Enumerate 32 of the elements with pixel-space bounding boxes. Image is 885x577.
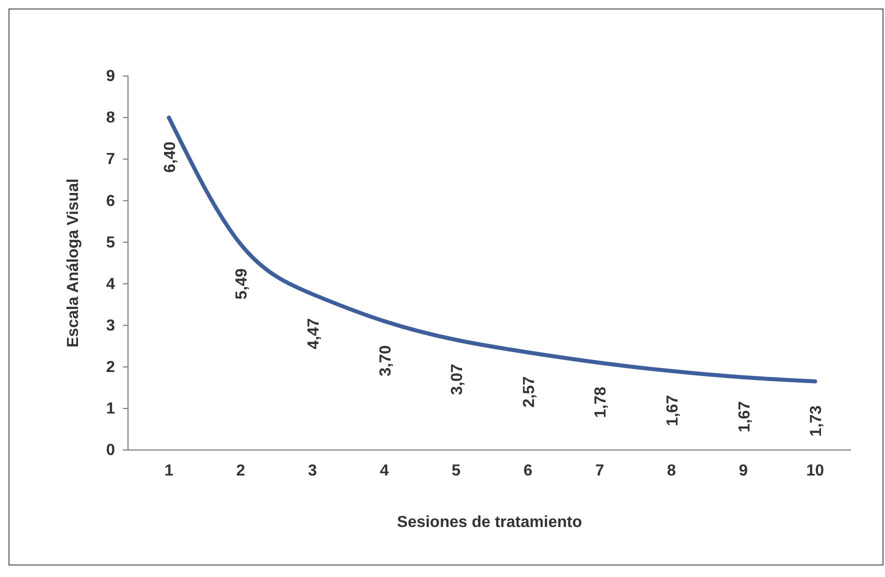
annotation: 3,07	[449, 364, 466, 396]
y-tick-label: 3	[106, 317, 116, 334]
y-axis-title: Escala Análoga Visual	[65, 178, 82, 348]
y-tick-label: 1	[106, 400, 116, 418]
x-tick-label: 7	[595, 462, 604, 480]
x-axis-title: Sesiones de tratamiento	[397, 514, 582, 531]
x-tick-label: 5	[452, 462, 461, 480]
annotation: 1,67	[664, 394, 682, 426]
annotation: 1,67	[736, 401, 754, 432]
y-tick-label: 8	[106, 110, 116, 127]
x-tick-label: 2	[236, 462, 246, 480]
y-tick-label: 6	[106, 192, 116, 210]
annotation: 6,40	[162, 141, 179, 173]
x-tick-label: 9	[738, 462, 748, 480]
annotation: 3,70	[377, 345, 394, 376]
y-tick-label: 5	[106, 234, 116, 252]
x-tick-label: 4	[380, 462, 389, 480]
y-tick-label: 7	[106, 151, 116, 168]
x-tick-label: 3	[308, 462, 318, 480]
annotation: 1,73	[808, 405, 826, 437]
x-tick-label: 1	[164, 462, 174, 480]
x-tick-label: 8	[667, 462, 676, 480]
annotation: 4,47	[306, 318, 322, 350]
annotation: 2,57	[520, 376, 538, 408]
annotation: 5,49	[234, 268, 251, 300]
y-tick-label: 4	[106, 276, 116, 293]
x-tick-label: 6	[523, 462, 532, 480]
y-tick-label: 2	[106, 359, 116, 376]
y-tick-label: 0	[106, 442, 116, 460]
annotation: 1,78	[592, 386, 610, 418]
x-tick-label: 10	[806, 462, 824, 480]
y-tick-label: 9	[106, 68, 116, 86]
